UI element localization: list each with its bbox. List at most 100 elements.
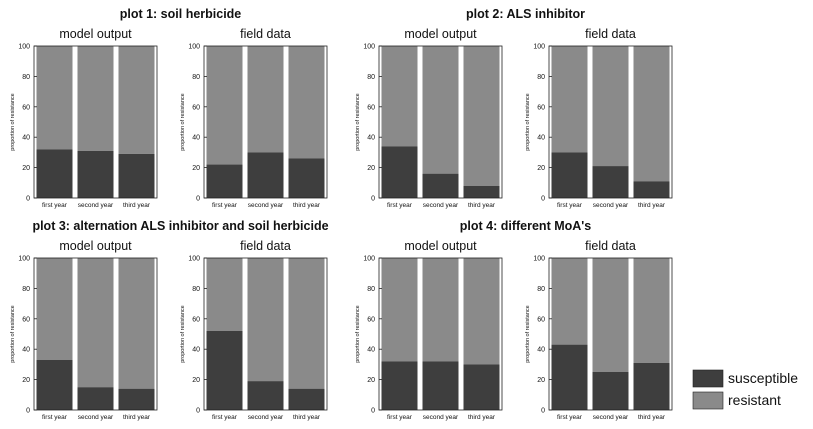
bar-susceptible — [422, 173, 459, 198]
x-tick-label: third year — [293, 202, 321, 209]
x-tick-label: third year — [638, 202, 666, 209]
bar-resistant — [551, 258, 588, 345]
x-tick-label: third year — [123, 414, 151, 421]
y-tick-label: 40 — [367, 135, 375, 142]
y-tick-label: 100 — [18, 44, 30, 51]
legend-label-resistant: resistant — [728, 392, 781, 408]
plot-title: plot 1: soil herbicide — [120, 7, 242, 21]
y-tick-label: 0 — [196, 408, 200, 415]
bar-resistant — [381, 258, 418, 362]
x-tick-label: second year — [78, 202, 114, 209]
y-tick-label: 80 — [537, 286, 545, 293]
bar-resistant — [36, 258, 73, 360]
y-axis-label: proportion of resistance — [10, 93, 16, 150]
axes-frame — [548, 45, 673, 199]
y-tick-label: 40 — [22, 347, 30, 354]
x-tick-label: third year — [468, 414, 496, 421]
bar-susceptible — [77, 150, 114, 198]
x-tick-label: second year — [248, 414, 284, 421]
panel-subtitle: field data — [240, 27, 291, 41]
panel-subtitle: model output — [404, 27, 477, 41]
y-tick-label: 60 — [22, 104, 30, 111]
y-tick-label: 100 — [188, 256, 200, 263]
bar-susceptible — [551, 344, 588, 410]
axes-frame — [203, 45, 328, 199]
bar-resistant — [77, 258, 114, 388]
y-tick-label: 0 — [541, 196, 545, 203]
bar-resistant — [592, 46, 629, 167]
y-tick-label: 0 — [26, 408, 30, 415]
bar-resistant — [633, 46, 670, 182]
panel-subtitle: field data — [585, 27, 636, 41]
x-tick-label: first year — [212, 202, 238, 209]
bar-susceptible — [247, 381, 284, 410]
y-tick-label: 100 — [533, 256, 545, 263]
x-tick-label: third year — [468, 202, 496, 209]
x-tick-label: first year — [387, 202, 413, 209]
y-tick-label: 60 — [367, 316, 375, 323]
x-tick-label: third year — [638, 414, 666, 421]
y-tick-label: 40 — [192, 135, 200, 142]
y-tick-label: 60 — [537, 104, 545, 111]
y-tick-label: 40 — [537, 347, 545, 354]
plot-title: plot 2: ALS inhibitor — [466, 7, 585, 21]
y-tick-label: 0 — [371, 408, 375, 415]
axes-frame — [548, 257, 673, 411]
y-tick-label: 60 — [192, 104, 200, 111]
y-tick-label: 20 — [192, 377, 200, 384]
bar-susceptible — [77, 387, 114, 410]
bar-resistant — [422, 258, 459, 362]
legend-swatch-susceptible — [692, 369, 724, 388]
bar-susceptible — [633, 181, 670, 198]
y-tick-label: 40 — [367, 347, 375, 354]
panel-subtitle: model output — [59, 27, 132, 41]
panel-subtitle: model output — [404, 239, 477, 253]
bar-resistant — [118, 258, 155, 389]
bar-resistant — [592, 258, 629, 372]
y-tick-label: 60 — [367, 104, 375, 111]
y-tick-label: 60 — [537, 316, 545, 323]
bar-susceptible — [551, 152, 588, 198]
x-tick-label: second year — [593, 414, 629, 421]
y-axis-label: proportion of resistance — [355, 93, 361, 150]
bar-resistant — [247, 258, 284, 382]
bar-susceptible — [592, 166, 629, 198]
y-tick-label: 0 — [196, 196, 200, 203]
axes-frame — [378, 257, 503, 411]
bar-resistant — [206, 258, 243, 331]
y-tick-label: 80 — [192, 286, 200, 293]
bar-resistant — [551, 46, 588, 153]
y-tick-label: 40 — [537, 135, 545, 142]
x-tick-label: first year — [42, 202, 68, 209]
bar-susceptible — [592, 372, 629, 410]
bar-susceptible — [118, 153, 155, 198]
y-tick-label: 60 — [192, 316, 200, 323]
y-tick-label: 20 — [192, 165, 200, 172]
bar-resistant — [422, 46, 459, 174]
bar-resistant — [118, 46, 155, 154]
x-tick-label: first year — [42, 414, 68, 421]
y-axis-label: proportion of resistance — [180, 93, 186, 150]
bar-resistant — [463, 258, 500, 365]
bar-resistant — [463, 46, 500, 186]
legend-swatch-resistant — [692, 391, 724, 410]
bar-resistant — [288, 46, 325, 159]
y-tick-label: 80 — [367, 286, 375, 293]
x-tick-label: second year — [423, 414, 459, 421]
panel-subtitle: field data — [585, 239, 636, 253]
bar-susceptible — [633, 362, 670, 410]
bar-resistant — [288, 258, 325, 389]
y-tick-label: 0 — [26, 196, 30, 203]
y-axis-label: proportion of resistance — [355, 305, 361, 362]
plot-title: plot 4: different MoA's — [460, 219, 591, 233]
y-tick-label: 60 — [22, 316, 30, 323]
x-tick-label: third year — [293, 414, 321, 421]
x-tick-label: first year — [212, 414, 238, 421]
x-tick-label: first year — [557, 202, 583, 209]
bar-resistant — [36, 46, 73, 150]
x-tick-label: third year — [123, 202, 151, 209]
axes-frame — [203, 257, 328, 411]
y-tick-label: 80 — [22, 74, 30, 81]
